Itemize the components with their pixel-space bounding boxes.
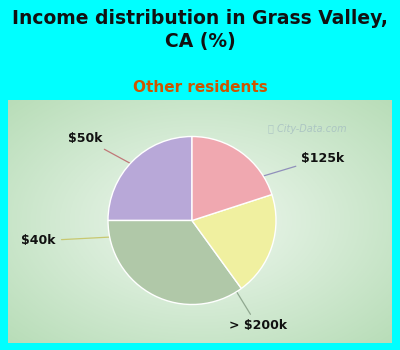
Text: $40k: $40k (22, 234, 128, 247)
Wedge shape (192, 195, 276, 288)
Wedge shape (108, 136, 192, 220)
Text: Income distribution in Grass Valley,
CA (%): Income distribution in Grass Valley, CA … (12, 9, 388, 51)
Text: ⓘ City-Data.com: ⓘ City-Data.com (268, 124, 347, 134)
Text: > $200k: > $200k (228, 285, 287, 332)
Text: Other residents: Other residents (133, 80, 267, 96)
Text: $125k: $125k (252, 152, 344, 179)
Wedge shape (192, 136, 272, 220)
Text: $50k: $50k (68, 132, 136, 167)
Wedge shape (108, 220, 241, 304)
